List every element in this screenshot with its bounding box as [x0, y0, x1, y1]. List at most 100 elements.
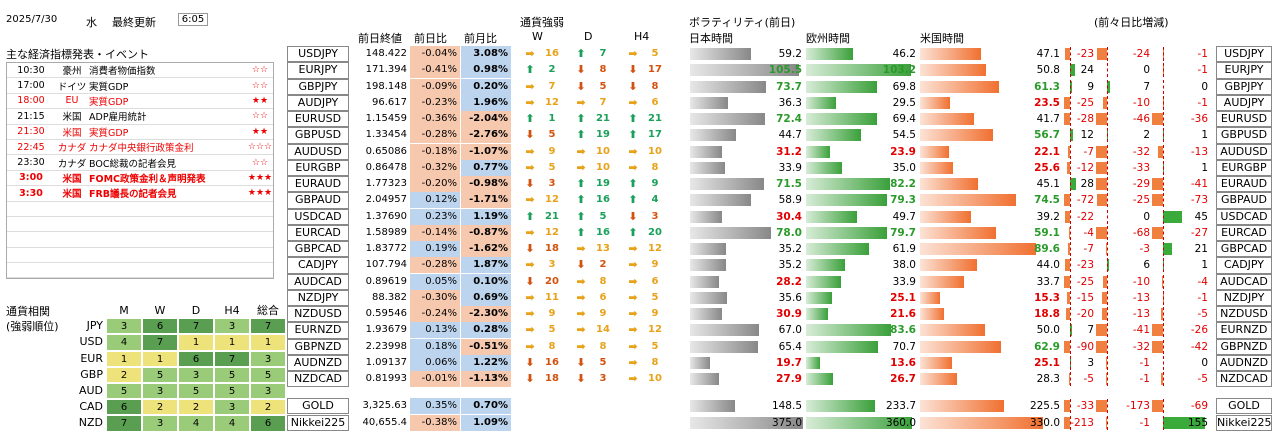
- trend-count: 10: [648, 373, 662, 384]
- trend-arrow-icon: ➡: [525, 160, 535, 174]
- corr-cell: 2: [250, 399, 286, 416]
- prev-close: 1.37690: [365, 210, 407, 222]
- trend-count: 9: [599, 308, 607, 319]
- event-stars: ☆☆: [251, 65, 269, 76]
- prev-close: 88.382: [372, 291, 407, 303]
- change-axis: [1106, 242, 1108, 256]
- vol-bar: [690, 194, 752, 207]
- trend-count: 4: [651, 194, 659, 206]
- vol-value: 233.7: [885, 400, 916, 412]
- vol-bar: [920, 275, 964, 288]
- vol-bar: [690, 400, 735, 412]
- trend-count: 20: [545, 275, 559, 287]
- change-axis: [1106, 63, 1108, 78]
- prev-close: 0.81993: [365, 373, 407, 384]
- vol-value: 49.7: [892, 210, 916, 223]
- event-time: 18:00: [17, 95, 45, 107]
- trend-arrow-icon: ⬆: [628, 112, 638, 125]
- month-change: 0.69%: [461, 289, 511, 306]
- pair-name-right: AUDNZD: [1216, 354, 1272, 371]
- pair-name: NZDJPY: [287, 289, 349, 306]
- trend-arrow-icon: ➡: [628, 290, 638, 304]
- trend-arrow-icon: ⬆: [525, 112, 535, 125]
- day-change: -0.23%: [410, 94, 460, 111]
- change-bar: [1064, 259, 1070, 272]
- updated-time: 6:05: [178, 13, 208, 26]
- change-bar: [1161, 308, 1164, 320]
- pair-name: EURCAD: [287, 224, 349, 241]
- vol-value: 59.1: [1034, 226, 1060, 239]
- change-axis: [1106, 274, 1108, 289]
- vol-value: 50.0: [1036, 324, 1060, 337]
- event-name: FRB議長の記者会見: [89, 189, 177, 201]
- pair-name-right: Nikkei225: [1216, 414, 1272, 431]
- trend-count: 8: [651, 80, 659, 92]
- change-axis: [1163, 323, 1165, 338]
- change-value: -1: [1139, 416, 1150, 429]
- change-axis: [1163, 160, 1165, 175]
- events-table: 10:30 豪州 消費者物価指数 ☆☆ 17:00 ドイツ 実質GDP ☆☆ 18:00 EU 実質…: [6, 62, 274, 280]
- trend-count: 21: [596, 113, 610, 124]
- change-value: 2: [1143, 129, 1150, 142]
- trend-count: 10: [596, 145, 610, 157]
- change-value: -5: [1197, 308, 1208, 320]
- trend-count: 13: [596, 243, 610, 254]
- vol-value: 29.5: [892, 96, 916, 109]
- vol-bar: [690, 129, 737, 142]
- month-change: 0.98%: [461, 62, 511, 79]
- trend-arrow-icon: ➡: [525, 290, 535, 304]
- month-change: 0.28%: [461, 322, 511, 339]
- change-bar: [1163, 210, 1183, 223]
- month-change: 1.87%: [461, 257, 511, 274]
- event-name: BOC総裁の記者会見: [89, 158, 176, 170]
- trend-count: 5: [548, 324, 556, 336]
- change-bar: [1163, 416, 1206, 429]
- change-axis: [1163, 274, 1165, 289]
- corr-header: H4: [214, 302, 250, 319]
- day-change: 0.35%: [410, 398, 460, 414]
- events-title: 主な経済指標発表・イベント: [6, 48, 149, 61]
- event-row: 3:00 米国 FOMC政策金利＆声明発表 ★★★: [7, 171, 273, 187]
- event-stars: ☆☆: [251, 111, 269, 122]
- trend-arrow-icon: ➡: [525, 193, 535, 207]
- change-value: -15: [1076, 291, 1094, 304]
- day-change: 0.05%: [410, 273, 460, 290]
- pair-name: EURNZD: [287, 322, 349, 339]
- vol-value: 35.2: [778, 243, 802, 255]
- vol-bar: [920, 80, 1000, 93]
- trend-arrow-icon: ➡: [628, 95, 638, 109]
- change-axis: [1106, 225, 1108, 240]
- change-bar: [1161, 373, 1164, 385]
- vol-value: 35.6: [778, 291, 802, 304]
- month-change: -1.13%: [461, 371, 511, 387]
- pair-name: EURAUD: [287, 176, 349, 193]
- change-value: 1: [1201, 259, 1208, 272]
- pair-name: GOLD: [287, 398, 349, 414]
- vol-bar: [806, 48, 854, 60]
- vol-bar: [806, 416, 913, 429]
- event-time: 21:15: [17, 110, 45, 122]
- change-bar: [1161, 275, 1164, 288]
- trend-arrow-icon: ➡: [628, 160, 638, 174]
- trend-count: 8: [548, 340, 556, 352]
- vol-bar: [690, 308, 723, 320]
- pair-name-right: EURCAD: [1216, 224, 1272, 241]
- trend-arrow-icon: ⬇: [525, 372, 535, 385]
- change-value: -68: [1132, 226, 1150, 239]
- day-change: -0.28%: [410, 127, 460, 144]
- change-bar: [1070, 64, 1076, 77]
- vol-value: 23.5: [1034, 96, 1060, 109]
- day-change: 0.12%: [410, 192, 460, 209]
- trend-arrow-icon: ➡: [628, 323, 638, 337]
- corr-cell: 6: [142, 318, 178, 335]
- vol-bar: [806, 275, 841, 288]
- change-axis: [1070, 193, 1071, 208]
- vol-value: 69.8: [892, 80, 916, 93]
- corr-header-row: M W D H4 総合: [78, 302, 286, 319]
- month-change: 0.10%: [461, 273, 511, 290]
- change-axis: [1070, 355, 1071, 370]
- trend-arrow-icon: ⬇: [628, 63, 638, 77]
- trend-arrow-icon: ⬆: [576, 112, 586, 125]
- event-name: FOMC政策金利＆声明発表: [89, 173, 206, 185]
- vol-bar: [920, 194, 1017, 207]
